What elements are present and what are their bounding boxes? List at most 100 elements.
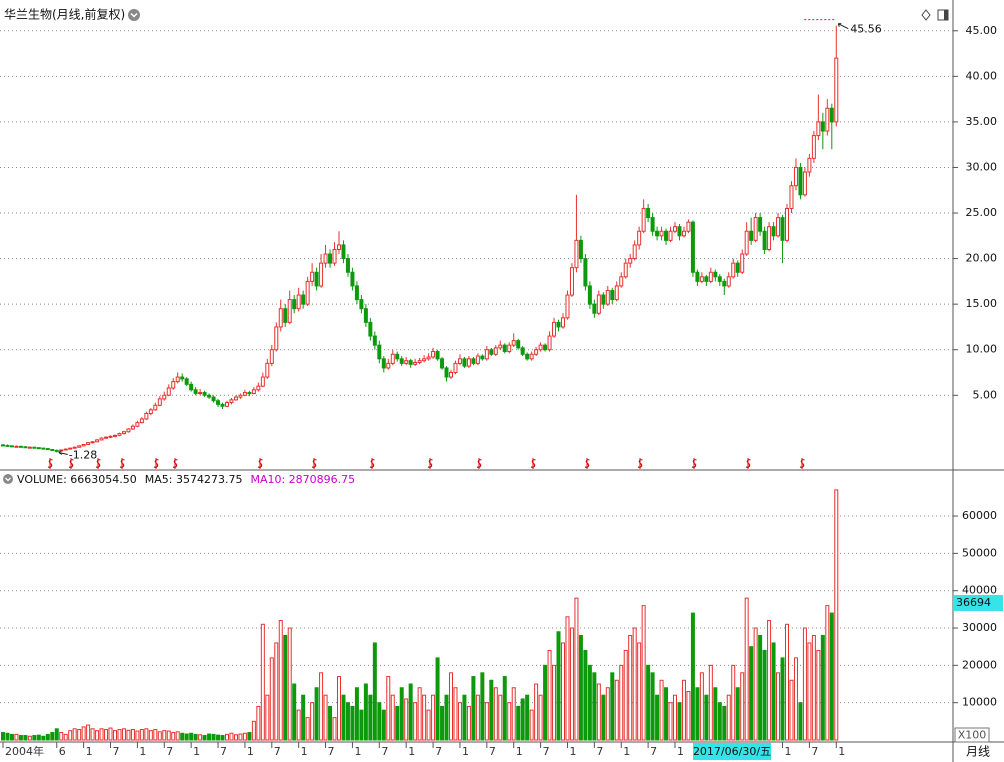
volume-bar: [664, 687, 669, 741]
candle-body: [605, 289, 610, 305]
dropdown-circle[interactable]: [128, 9, 140, 21]
volume-bar: [552, 664, 557, 741]
volume-bar: [144, 728, 149, 741]
dropdown-chevron[interactable]: [130, 12, 138, 18]
volume-bar: [377, 702, 382, 741]
volume-bar: [713, 687, 718, 741]
candle-body: [247, 392, 252, 395]
volume-bar: [202, 735, 207, 741]
candle-body: [292, 299, 297, 310]
volume-bar: [18, 735, 23, 741]
candle-body: [166, 387, 171, 396]
x-tick-label: 6: [59, 745, 66, 758]
candle-body: [507, 344, 512, 353]
volume-bar: [207, 733, 212, 741]
y-tick-label: 25.00: [966, 206, 998, 219]
dropdown-chevron[interactable]: [5, 477, 11, 482]
volume-bar: [247, 732, 252, 741]
volume-dropdown[interactable]: [3, 474, 13, 484]
volume-bar: [319, 672, 324, 741]
title-dropdown[interactable]: [128, 9, 140, 21]
volume-bar: [372, 642, 377, 741]
volume-bar: [225, 733, 229, 741]
volume-bar: [1, 732, 5, 741]
volume-bar: [655, 694, 660, 741]
candle-body: [668, 230, 673, 241]
volume-bar: [811, 634, 816, 741]
volume-bar: [175, 731, 180, 741]
candle-body: [762, 230, 767, 250]
candle-body: [834, 57, 839, 123]
high-label: 45.56: [850, 23, 882, 36]
y-tick-label: 40.00: [966, 69, 998, 82]
candle-body: [731, 262, 736, 278]
period-label[interactable]: 月线: [966, 745, 990, 759]
candle-body: [628, 258, 633, 264]
unit-box: [954, 727, 990, 743]
volume-bar: [426, 709, 431, 741]
volume-bar: [578, 634, 583, 741]
volume-bar: [650, 672, 655, 741]
volume-bar: [740, 672, 745, 741]
volume-bar: [435, 657, 440, 741]
candle-body: [54, 449, 59, 452]
candle-body: [23, 446, 28, 449]
candle-body: [108, 435, 113, 438]
candle-body: [265, 362, 270, 378]
candle-body: [314, 271, 319, 287]
candle-body: [72, 446, 77, 449]
unit-label: X100: [958, 729, 987, 742]
volume-bar: [561, 642, 565, 741]
chart-title: 华兰生物(月线,前复权): [4, 7, 125, 22]
volume-bar: [386, 676, 391, 741]
candle-body: [328, 253, 333, 264]
candle-body: [623, 262, 628, 278]
candle-body: [780, 217, 785, 241]
candle-body: [104, 436, 109, 439]
x-tick-label: 1: [677, 745, 684, 758]
volume-bar: [498, 694, 503, 741]
volume-bar: [543, 664, 548, 741]
candle-body: [323, 253, 328, 264]
dropdown-circle[interactable]: [3, 474, 13, 484]
x-tick-label: 1: [785, 745, 792, 758]
volume-bar: [816, 649, 821, 741]
candle-body: [632, 244, 637, 260]
candle-body: [753, 217, 758, 241]
volume-bar: [135, 730, 140, 741]
volume-bar: [323, 694, 328, 741]
volume-bar: [301, 694, 306, 741]
y-tick-label: 30.00: [966, 160, 998, 173]
candle-body: [337, 244, 341, 250]
volume-bar: [776, 672, 781, 741]
volume-bar: [681, 679, 686, 741]
volume-bar: [592, 672, 597, 741]
volume-bar: [14, 733, 19, 741]
candle-body: [471, 358, 476, 364]
volume-bar: [735, 687, 740, 741]
volume-bar: [238, 733, 243, 741]
volume-bar: [583, 649, 588, 741]
x-tick-label: 7: [811, 745, 818, 758]
volume-bar: [574, 597, 579, 741]
x-tick-label: 1: [569, 745, 576, 758]
diamond-icon[interactable]: [921, 9, 931, 21]
candle-body: [457, 358, 462, 364]
volume-bar: [547, 649, 552, 741]
volume-bar: [534, 683, 539, 741]
candle-body: [417, 360, 422, 363]
candle-body: [198, 392, 203, 395]
candle-body: [440, 358, 445, 369]
volume-bar: [793, 657, 798, 741]
candle-body: [578, 239, 583, 260]
candle-body: [301, 294, 306, 305]
volume-bar: [292, 683, 297, 741]
volume-bar: [233, 734, 238, 741]
volume-bar: [753, 627, 758, 741]
candle-body: [569, 267, 574, 296]
candle-body: [431, 351, 436, 358]
candle-body: [50, 448, 55, 451]
volume-bar: [807, 642, 812, 741]
volume-bar: [148, 730, 153, 741]
